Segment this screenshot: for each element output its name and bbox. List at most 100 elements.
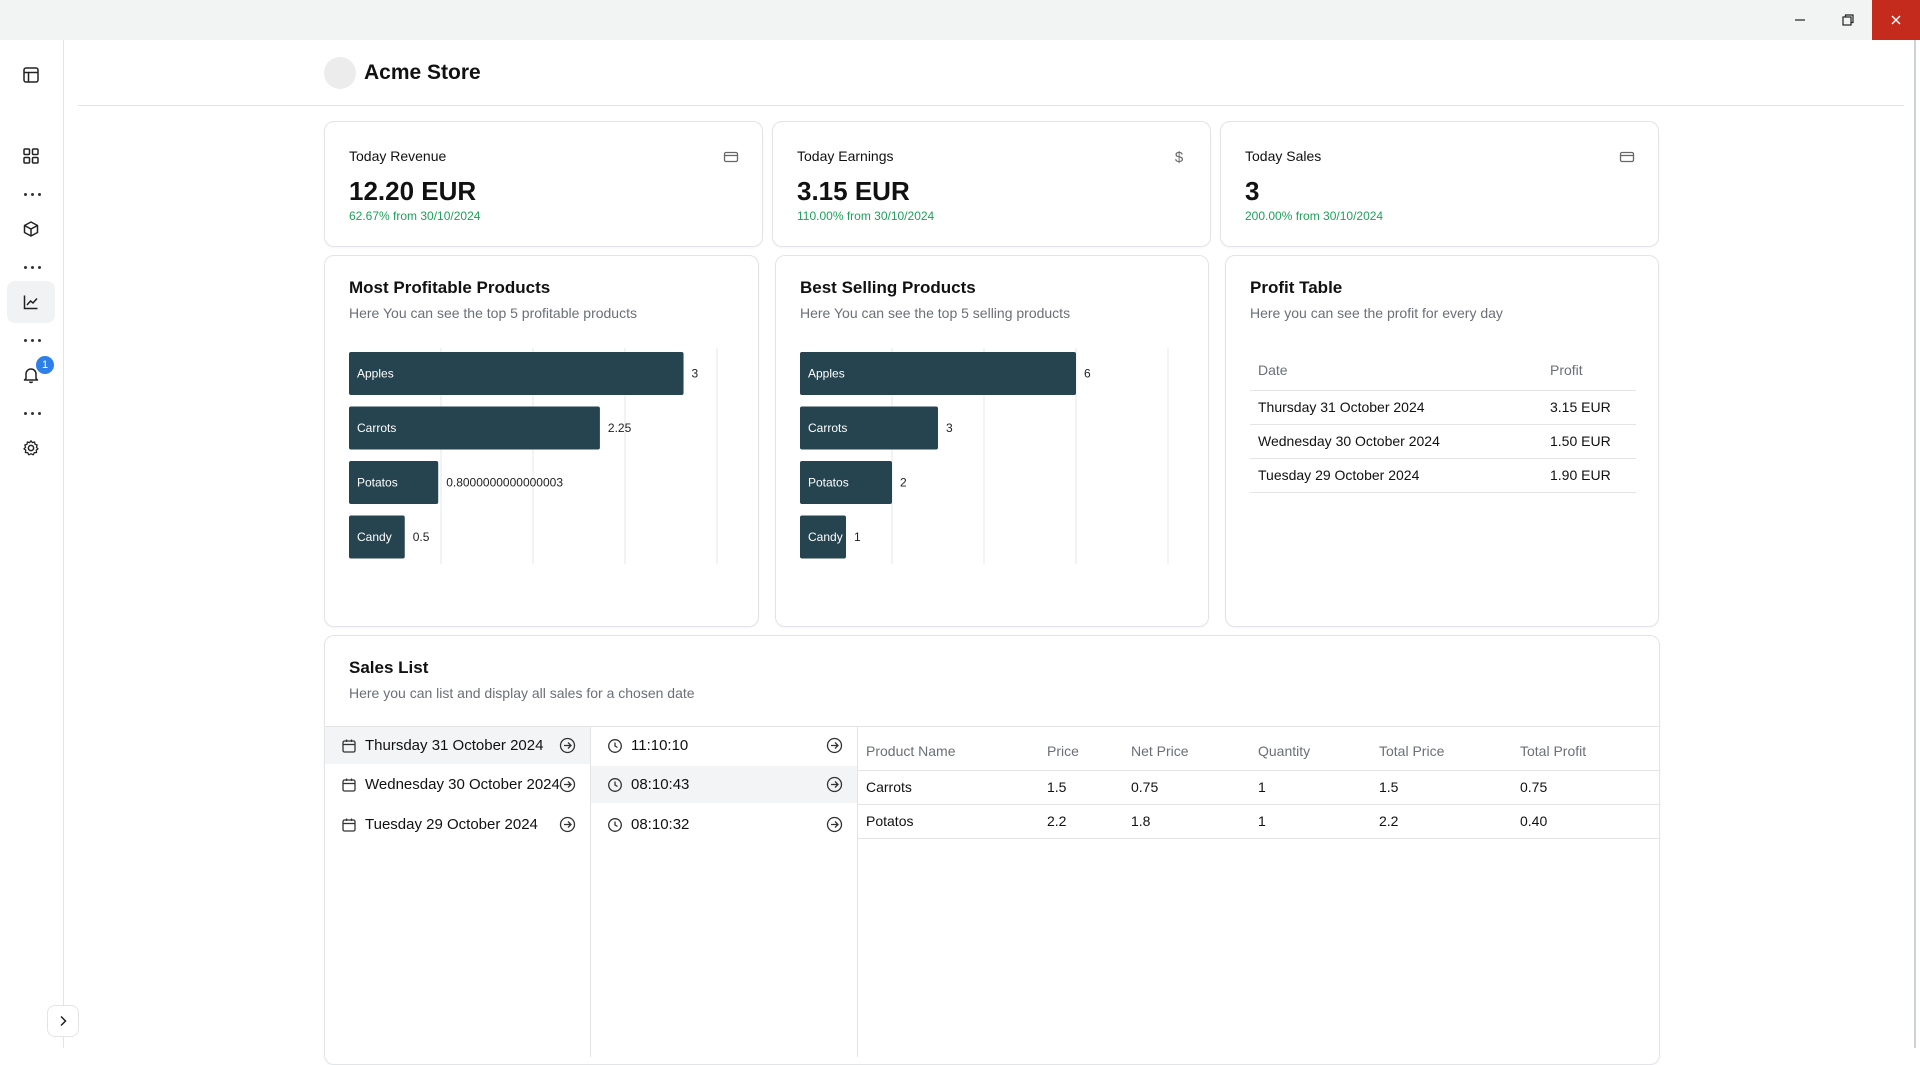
card-subtitle: Here you can see the profit for every da… — [1250, 305, 1503, 321]
chart-bar[interactable] — [800, 515, 846, 559]
chart-bar[interactable] — [800, 352, 1076, 395]
chart-bar[interactable] — [349, 461, 439, 504]
chart-bar[interactable] — [800, 406, 938, 450]
minimize-button[interactable] — [1776, 0, 1824, 40]
arrow-right-circle-icon[interactable] — [559, 816, 576, 833]
layout-icon — [23, 67, 39, 83]
chart-bar[interactable] — [349, 406, 600, 450]
kpi-title: Today Earnings — [797, 148, 894, 164]
arrow-right-circle-icon[interactable] — [559, 737, 576, 754]
table-cell: 1.90 EUR — [1542, 458, 1636, 493]
bar-value-label: 6 — [1084, 367, 1091, 381]
sale-details-table: Product Name Price Net Price Quantity To… — [858, 732, 1659, 839]
arrow-right-circle-icon[interactable] — [559, 776, 576, 793]
kpi-card-sales: Today Sales 3 200.00% from 30/10/2024 — [1220, 121, 1659, 247]
time-label: 08:10:43 — [631, 776, 690, 793]
chart-bar[interactable] — [800, 461, 892, 504]
table-row[interactable]: Tuesday 29 October 2024 1.90 EUR — [1250, 458, 1636, 493]
kpi-change: 200.00% from 30/10/2024 — [1245, 209, 1384, 223]
arrow-right-circle-icon[interactable] — [826, 816, 843, 833]
calendar-icon — [342, 818, 356, 832]
table-row[interactable]: Carrots 1.5 0.75 1 1.5 0.75 — [858, 770, 1659, 805]
close-button[interactable] — [1872, 0, 1920, 40]
minimize-icon — [1795, 19, 1805, 21]
table-row[interactable]: Wednesday 30 October 2024 1.50 EUR — [1250, 424, 1636, 459]
bar-category-label: Carrots — [357, 421, 396, 435]
table-cell: 2.2 — [1039, 804, 1123, 839]
bar-category-label: Potatos — [357, 476, 398, 490]
kpi-title: Today Sales — [1245, 148, 1322, 164]
sidebar-item-products[interactable] — [7, 208, 55, 250]
more-icon[interactable] — [18, 335, 46, 345]
best-selling-chart: Apples 6 Carrots 3 Potatos 2 Candy 1 — [800, 348, 1169, 564]
table-cell: Thursday 31 October 2024 — [1250, 390, 1542, 425]
table-row[interactable]: Thursday 31 October 2024 3.15 EUR — [1250, 390, 1636, 425]
bar-category-label: Candy — [357, 530, 392, 544]
table-header-row: Date Profit — [1250, 350, 1636, 391]
bar-value-label: 2 — [900, 476, 907, 490]
more-icon[interactable] — [18, 408, 46, 418]
table-cell: 0.75 — [1512, 770, 1659, 805]
column-header: Net Price — [1123, 732, 1250, 771]
chart-bar[interactable] — [349, 515, 405, 559]
table-cell: 1.50 EUR — [1542, 424, 1636, 459]
card-title: Sales List — [349, 658, 429, 677]
date-list-item[interactable]: Tuesday 29 October 2024 — [325, 806, 590, 843]
dashboard-icon — [23, 148, 39, 164]
sidebar-item-analytics[interactable] — [7, 281, 55, 323]
sidebar-item-layout[interactable] — [7, 54, 55, 96]
bar-category-label: Apples — [357, 367, 394, 381]
calendar-icon — [342, 778, 356, 792]
bar-category-label: Carrots — [808, 421, 847, 435]
column-header-date: Date — [1250, 350, 1542, 391]
expand-sidebar-button[interactable] — [47, 1005, 79, 1037]
date-label: Thursday 31 October 2024 — [365, 737, 544, 754]
date-label: Tuesday 29 October 2024 — [365, 816, 538, 833]
column-header-profit: Profit — [1542, 350, 1636, 391]
card-subtitle: Here You can see the top 5 profitable pr… — [349, 305, 637, 321]
arrow-right-circle-icon[interactable] — [826, 737, 843, 754]
kpi-value: 12.20 EUR — [349, 176, 477, 206]
sidebar-item-dashboard[interactable] — [7, 135, 55, 177]
most-profitable-card: Most Profitable Products Here You can se… — [324, 255, 759, 627]
column-header: Quantity — [1250, 732, 1371, 771]
store-avatar[interactable] — [324, 57, 356, 89]
arrow-right-circle-icon[interactable] — [826, 776, 843, 793]
date-list-item[interactable]: Wednesday 30 October 2024 — [325, 766, 590, 803]
kpi-value: 3 — [1245, 176, 1260, 206]
column-header: Total Price — [1371, 732, 1512, 771]
date-list-item[interactable]: Thursday 31 October 2024 — [325, 727, 590, 764]
table-cell: 1.5 — [1371, 770, 1512, 805]
bar-value-label: 0.5 — [413, 530, 430, 544]
more-icon[interactable] — [18, 262, 46, 272]
bar-category-label: Apples — [808, 367, 845, 381]
time-label: 11:10:10 — [631, 737, 689, 754]
calendar-icon — [342, 739, 356, 753]
bar-value-label: 1 — [854, 530, 861, 544]
bell-icon — [23, 368, 39, 384]
table-row[interactable]: Potatos 2.2 1.8 1 2.2 0.40 — [858, 804, 1659, 839]
profit-table: Date Profit Thursday 31 October 2024 3.1… — [1250, 350, 1636, 493]
sidebar: 1 — [0, 40, 64, 1048]
bar-value-label: 3 — [946, 421, 953, 435]
time-list-item[interactable]: 08:10:32 — [591, 806, 857, 843]
table-cell: 0.40 — [1512, 804, 1659, 839]
time-list-item[interactable]: 11:10:10 — [591, 727, 857, 764]
sidebar-item-settings[interactable] — [7, 427, 55, 469]
card-title: Most Profitable Products — [349, 278, 551, 297]
clock-icon — [608, 817, 622, 832]
table-cell: Potatos — [858, 804, 1039, 839]
kpi-title: Today Revenue — [349, 148, 447, 164]
column-header: Product Name — [858, 732, 1039, 771]
page-header: Acme Store — [78, 40, 1904, 106]
column-header: Total Profit — [1512, 732, 1659, 771]
scrollbar[interactable] — [1914, 40, 1916, 1048]
time-list-item[interactable]: 08:10:43 — [591, 766, 857, 803]
maximize-button[interactable] — [1824, 0, 1872, 40]
sidebar-item-notifications[interactable] — [7, 354, 55, 396]
table-cell: 1 — [1250, 804, 1371, 839]
chart-bar[interactable] — [349, 352, 684, 395]
bar-category-label: Potatos — [808, 476, 849, 490]
time-list: 11:10:10 08:10:43 08:10:32 — [591, 727, 858, 1057]
more-icon[interactable] — [18, 189, 46, 199]
